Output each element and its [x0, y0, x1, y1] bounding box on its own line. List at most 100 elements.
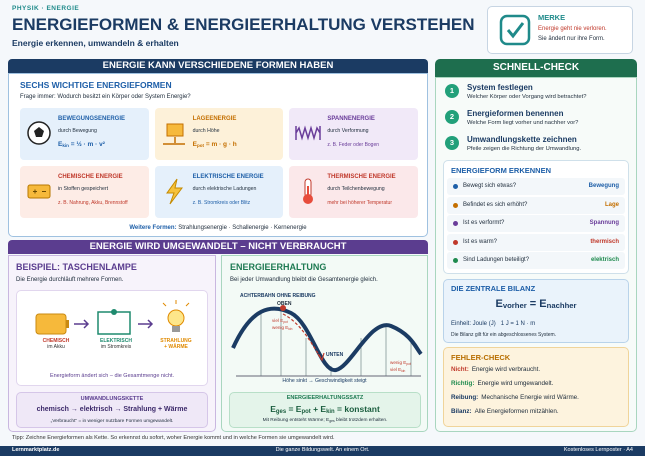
step-text: Pfeile zeigen die Richtung der Umwandlun…: [467, 146, 582, 152]
errors-box: [443, 347, 629, 427]
error-text: Energie wird umgewandelt.: [477, 380, 554, 387]
text-part: bleibt trotzdem erhalten.: [334, 418, 388, 423]
text-part: z. B. Nahrung, Akku, Brennstoff: [58, 200, 128, 206]
more-forms: Weitere Formen: Strahlungsenergie · Scha…: [0, 225, 436, 231]
coaster-caption: Höhe sinkt → Geschwindigkeit steigt: [282, 378, 367, 384]
card-title: SPANNENERGIE: [327, 116, 375, 122]
text-part: = konstant: [334, 404, 380, 414]
check-step: 3 Umwandlungskette zeichnen Pfeile zeigen …: [443, 134, 633, 160]
row-dot: [453, 239, 458, 245]
check-step: 1 System festlegen Welcher Körper oder Vor…: [443, 82, 633, 108]
recognize-row: Ist es verformt? Spannung: [447, 215, 625, 232]
error-key: Reibung:: [451, 394, 479, 401]
step-sub: im Stromkreis: [100, 344, 132, 350]
card-text: in Stoffen gespeichert: [58, 186, 109, 192]
flow-step: CHEMISCH im Akku: [36, 338, 76, 350]
text-part: viel E: [272, 318, 284, 323]
subscript: pot: [406, 362, 411, 366]
error-text: Alle Energieformen mitzählen.: [474, 408, 559, 415]
subscript: kin: [62, 143, 69, 148]
merke-box: MERKE Energie geht nie verloren. Sie änd…: [487, 6, 633, 54]
error-items: Nicht: Energie wird verbraucht. Richtig: En…: [451, 366, 627, 422]
heading: FEHLER-CHECK: [451, 353, 511, 362]
heading: SECHS WICHTIGE ENERGIEFORMEN: [20, 80, 172, 90]
footer-bar: [0, 446, 645, 456]
coaster-bottom: UNTEN: [326, 352, 344, 358]
card-note: Ekin = ½ · m · v²: [58, 141, 105, 148]
card-note: z. B. Nahrung, Akku, Brennstoff: [58, 200, 128, 206]
check-icon: [499, 14, 531, 46]
subscript: kin: [401, 369, 406, 373]
coaster-top: OBEN: [277, 301, 292, 307]
row-answer: elektrisch: [590, 257, 619, 263]
law-note: Mit Reibung entsteht Wärme; Eges bleibt …: [229, 418, 421, 423]
balance-unit: Einheit: Joule (J) 1 J = 1 N · m: [451, 321, 536, 327]
coaster-bottom-energy: wenig Epot viel Ekin: [390, 360, 411, 374]
energy-card: THERMISCHE ENERGIE durch Teilchenbewegung…: [289, 166, 418, 218]
rows: Bewegt sich etwas? Bewegung Befindet es si…: [447, 178, 625, 271]
recognize-row: Ist es warm? thermisch: [447, 233, 625, 251]
text-part: wenig E: [390, 360, 407, 365]
subscript: pot: [301, 409, 311, 415]
step-title: Energieformen benennen: [467, 109, 564, 118]
more-label: Weitere Formen:: [129, 225, 177, 231]
step-text: Welcher Körper oder Vorgang wird betrach…: [467, 94, 587, 100]
balance-formula: Evorher = Enachher: [443, 298, 629, 310]
row-question: Bewegt sich etwas?: [463, 183, 517, 189]
subscript: kin: [326, 409, 335, 415]
card-text: durch elektrische Ladungen: [192, 186, 257, 192]
row-dot: [453, 202, 458, 208]
text-part: = E: [526, 298, 547, 310]
chain-note: „Verbraucht“ = in weniger nutzbare Forme…: [50, 419, 174, 424]
text-part: E: [270, 404, 276, 414]
banner: ENERGIE KANN VERSCHIEDENE FORMEN HABEN: [8, 59, 428, 73]
recognize-row: Bewegt sich etwas? Bewegung: [447, 178, 625, 195]
error-key: Bilanz:: [451, 408, 472, 415]
subscript: kin: [288, 327, 293, 331]
merke-label: MERKE: [538, 13, 566, 22]
row-answer: thermisch: [590, 238, 619, 245]
text-part: = m · g · h: [204, 141, 237, 148]
card-note: mehr bei höherer Temperatur: [327, 200, 392, 206]
footer-center: Die ganze Bildungswelt. An einem Ort.: [275, 447, 370, 453]
subscript: pot: [283, 320, 288, 324]
card-icon: [162, 123, 185, 145]
law-box: [229, 392, 421, 428]
text-part: z. B. Feder oder Bogen: [327, 142, 380, 148]
merke-line: Sie ändert nur ihre Form.: [538, 36, 605, 42]
merke-line: Energie geht nie verloren.: [538, 26, 607, 32]
step-name: STRAHLUNG: [160, 338, 192, 344]
question: Frage immer: Wodurch besitzt ein Körper …: [20, 94, 191, 100]
card-icon: [27, 184, 51, 199]
text-part: mehr bei höherer Temperatur: [327, 200, 392, 206]
card-icon: [303, 178, 314, 204]
energy-card: BEWEGUNGSENERGIE durch Bewegung Ekin = ½ ·…: [20, 108, 149, 160]
flow-step: ELEKTRISCH im Stromkreis: [94, 338, 138, 350]
footer-left: Lernmarktplatz.de: [12, 447, 60, 453]
energy-card: LAGEENERGIE durch Höhe Epot = m · g · h: [154, 108, 284, 160]
kicker: PHYSIK · ENERGIE: [12, 5, 80, 12]
banner: ENERGIE WIRD UMGEWANDELT – NICHT VERBRAU…: [8, 240, 428, 254]
row-dot: [453, 221, 458, 226]
step-text: Welche Form liegt vorher und nachher vor…: [467, 120, 579, 126]
step-number: 2: [445, 110, 459, 124]
energy-card: SPANNENERGIE durch Verformung z. B. Feder …: [289, 108, 418, 160]
text-part: wenig E: [272, 325, 289, 330]
step-title: System festlegen: [467, 83, 533, 92]
card-text: durch Bewegung: [58, 128, 97, 134]
heading: ENERGIEFORM ERKENNEN: [451, 166, 552, 175]
row-answer: Bewegung: [588, 183, 619, 189]
text-part: E: [192, 141, 197, 148]
coaster: [231, 305, 423, 377]
subscript: ges: [329, 419, 335, 423]
step-title: Umwandlungskette zeichnen: [467, 135, 577, 144]
coaster-top-energy: viel Epot wenig Ekin: [272, 318, 292, 332]
intro: Die Energie durchläuft mehrere Formen.: [16, 277, 124, 283]
balance-box: [443, 279, 629, 343]
coaster-label: ACHTERBAHN OHNE REIBUNG: [240, 293, 316, 299]
footer-right: Kostenloses Lernposter · A4: [563, 447, 633, 453]
card-note: Epot = m · g · h: [193, 141, 237, 148]
text-part: E: [495, 298, 503, 310]
subscript: ges: [275, 409, 287, 415]
heading: ENERGIEERHALTUNG: [230, 262, 327, 272]
